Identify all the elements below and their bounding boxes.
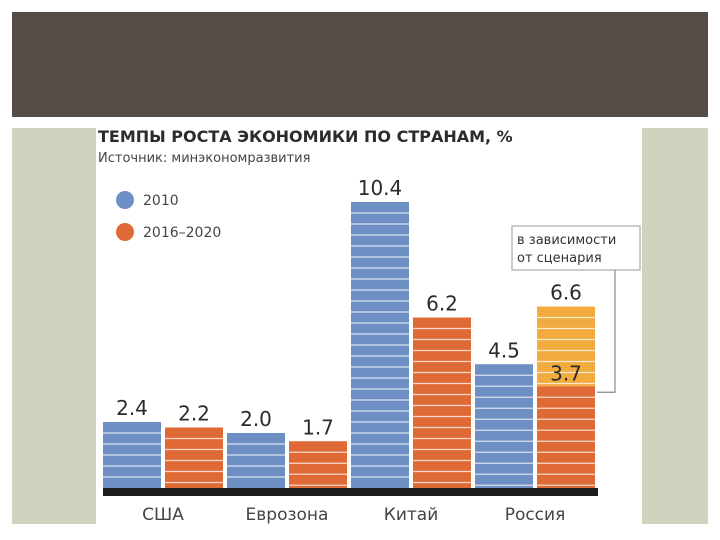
chart-baseline <box>103 488 598 496</box>
value-label-russia-2010: 4.5 <box>488 338 520 362</box>
legend-label-2010: 2010 <box>143 193 179 209</box>
value-label-eurozone-2016-2020: 1.7 <box>302 415 334 439</box>
annotation-leader <box>597 270 616 393</box>
bar-china-2016-2020 <box>413 317 471 488</box>
value-label-usa-2016-2020: 2.2 <box>178 402 210 426</box>
category-label-usa: США <box>142 505 184 525</box>
bar-russia-2016-2020 <box>537 386 595 488</box>
title-banner <box>12 12 708 117</box>
legend-swatch-2010 <box>116 191 134 209</box>
annotation-line2: от сценария <box>517 251 602 266</box>
bar-eurozone-2010 <box>227 433 285 488</box>
bar-eurozone-2016-2020 <box>289 441 347 488</box>
bar-usa-2016-2020 <box>165 427 223 488</box>
bar-russia-2010 <box>475 364 533 488</box>
value-label-china-2016-2020: 6.2 <box>426 292 458 316</box>
category-label-russia: Россия <box>505 505 566 525</box>
left-side-panel <box>12 128 96 524</box>
value-label-china-2010: 10.4 <box>358 176 403 200</box>
value-label-eurozone-2010: 2.0 <box>240 407 272 431</box>
category-label-eurozone: Еврозона <box>246 505 329 525</box>
value-label-usa-2010: 2.4 <box>116 396 148 420</box>
value-label-russia-2016-2020: 3.7 <box>550 361 582 385</box>
right-side-panel <box>642 128 708 524</box>
chart-title: ТЕМПЫ РОСТА ЭКОНОМИКИ ПО СТРАНАМ, % <box>98 127 513 146</box>
annotation-line1: в зависимости <box>517 233 616 248</box>
chart-subtitle: Источник: минэкономразвития <box>98 151 310 166</box>
category-label-china: Китай <box>384 505 439 525</box>
value-label-russia-range-high: 6.6 <box>550 281 582 305</box>
legend-label-2016-2020: 2016–2020 <box>143 225 221 241</box>
annotation-box <box>511 225 641 271</box>
legend-swatch-2016-2020 <box>116 223 134 241</box>
